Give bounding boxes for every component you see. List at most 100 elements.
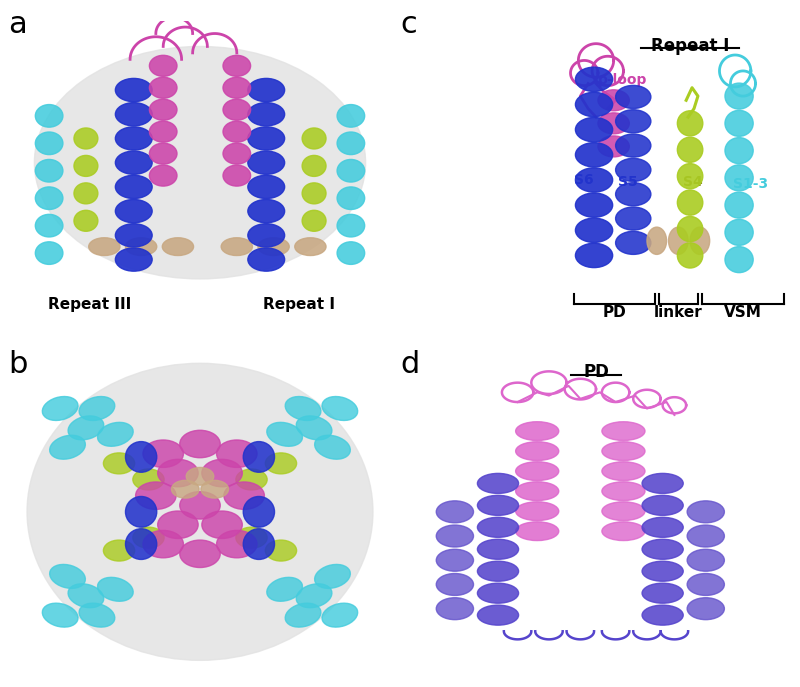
Ellipse shape bbox=[725, 137, 753, 164]
Ellipse shape bbox=[115, 248, 152, 271]
Ellipse shape bbox=[337, 159, 365, 182]
Ellipse shape bbox=[687, 574, 724, 596]
Ellipse shape bbox=[115, 175, 152, 199]
Ellipse shape bbox=[478, 605, 518, 625]
Ellipse shape bbox=[42, 603, 78, 627]
Ellipse shape bbox=[74, 183, 98, 204]
Ellipse shape bbox=[436, 550, 474, 571]
Ellipse shape bbox=[126, 497, 157, 527]
Ellipse shape bbox=[126, 238, 157, 256]
Ellipse shape bbox=[642, 605, 683, 625]
Ellipse shape bbox=[478, 495, 518, 515]
Ellipse shape bbox=[180, 492, 220, 519]
Text: p-loop: p-loop bbox=[598, 73, 647, 87]
Ellipse shape bbox=[248, 224, 285, 247]
Ellipse shape bbox=[243, 442, 274, 472]
Ellipse shape bbox=[42, 396, 78, 420]
Ellipse shape bbox=[598, 136, 630, 157]
Ellipse shape bbox=[35, 187, 63, 210]
Ellipse shape bbox=[133, 527, 164, 548]
Ellipse shape bbox=[217, 530, 257, 558]
Ellipse shape bbox=[115, 102, 152, 126]
Ellipse shape bbox=[266, 577, 302, 601]
Ellipse shape bbox=[478, 561, 518, 581]
Ellipse shape bbox=[150, 99, 177, 120]
Ellipse shape bbox=[74, 128, 98, 149]
Ellipse shape bbox=[223, 77, 250, 98]
Ellipse shape bbox=[115, 127, 152, 150]
Ellipse shape bbox=[201, 480, 229, 498]
Ellipse shape bbox=[150, 143, 177, 164]
Ellipse shape bbox=[143, 530, 183, 558]
Ellipse shape bbox=[314, 436, 350, 459]
Ellipse shape bbox=[266, 423, 302, 447]
Ellipse shape bbox=[103, 453, 134, 474]
Ellipse shape bbox=[575, 143, 613, 167]
Text: S1-3: S1-3 bbox=[734, 177, 769, 190]
Text: S6: S6 bbox=[574, 173, 594, 187]
Ellipse shape bbox=[285, 603, 321, 627]
Ellipse shape bbox=[687, 501, 724, 523]
Ellipse shape bbox=[202, 460, 242, 487]
Ellipse shape bbox=[575, 218, 613, 243]
Ellipse shape bbox=[136, 482, 176, 509]
Ellipse shape bbox=[725, 192, 753, 218]
Ellipse shape bbox=[616, 110, 651, 133]
Ellipse shape bbox=[337, 187, 365, 210]
Ellipse shape bbox=[642, 583, 683, 603]
Ellipse shape bbox=[150, 77, 177, 98]
Ellipse shape bbox=[602, 522, 645, 541]
Ellipse shape bbox=[575, 117, 613, 142]
Ellipse shape bbox=[642, 561, 683, 581]
Ellipse shape bbox=[243, 497, 274, 527]
Ellipse shape bbox=[337, 242, 365, 264]
Text: S4: S4 bbox=[683, 175, 703, 189]
Ellipse shape bbox=[103, 540, 134, 561]
Ellipse shape bbox=[478, 539, 518, 559]
Ellipse shape bbox=[678, 137, 703, 162]
Ellipse shape bbox=[115, 151, 152, 174]
Ellipse shape bbox=[678, 216, 703, 242]
Ellipse shape bbox=[162, 238, 194, 256]
Ellipse shape bbox=[34, 47, 366, 279]
Ellipse shape bbox=[516, 442, 558, 460]
Ellipse shape bbox=[243, 529, 274, 559]
Ellipse shape bbox=[223, 165, 250, 186]
Ellipse shape bbox=[337, 132, 365, 155]
Ellipse shape bbox=[669, 227, 688, 254]
Ellipse shape bbox=[678, 190, 703, 215]
Ellipse shape bbox=[35, 132, 63, 155]
Ellipse shape bbox=[248, 199, 285, 223]
Ellipse shape bbox=[248, 102, 285, 126]
Ellipse shape bbox=[115, 78, 152, 102]
Ellipse shape bbox=[74, 210, 98, 232]
Ellipse shape bbox=[478, 473, 518, 493]
Ellipse shape bbox=[248, 175, 285, 199]
Ellipse shape bbox=[642, 539, 683, 559]
Ellipse shape bbox=[74, 155, 98, 177]
Ellipse shape bbox=[642, 517, 683, 537]
Ellipse shape bbox=[575, 168, 613, 192]
Ellipse shape bbox=[224, 482, 265, 509]
Ellipse shape bbox=[302, 210, 326, 232]
Ellipse shape bbox=[223, 121, 250, 142]
Ellipse shape bbox=[248, 151, 285, 174]
Ellipse shape bbox=[678, 243, 703, 268]
Ellipse shape bbox=[436, 501, 474, 523]
Ellipse shape bbox=[223, 143, 250, 164]
Text: c: c bbox=[400, 10, 417, 39]
Ellipse shape bbox=[115, 199, 152, 223]
Text: PD: PD bbox=[583, 363, 609, 381]
Ellipse shape bbox=[436, 574, 474, 596]
Ellipse shape bbox=[223, 99, 250, 120]
Ellipse shape bbox=[115, 224, 152, 247]
Ellipse shape bbox=[302, 155, 326, 177]
Text: a: a bbox=[8, 10, 26, 39]
Ellipse shape bbox=[687, 598, 724, 620]
Ellipse shape bbox=[158, 511, 198, 539]
Ellipse shape bbox=[302, 183, 326, 204]
Ellipse shape bbox=[516, 422, 558, 440]
Ellipse shape bbox=[725, 165, 753, 191]
Ellipse shape bbox=[436, 598, 474, 620]
Ellipse shape bbox=[98, 577, 134, 601]
